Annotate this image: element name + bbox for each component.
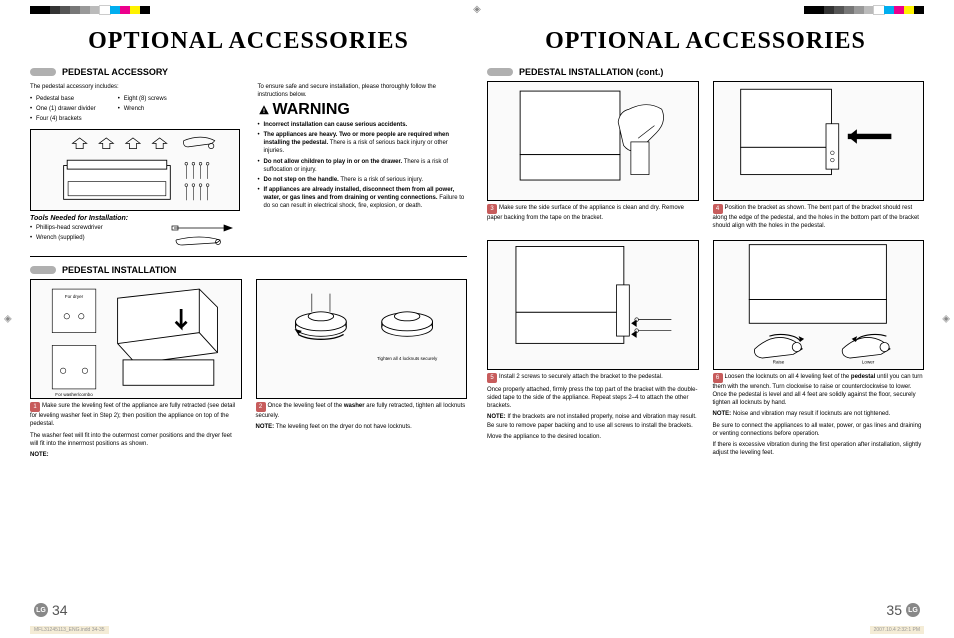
section-title-install-cont: PEDESTAL INSTALLATION (cont.) [519, 67, 663, 77]
page-title-left: OPTIONAL ACCESSORIES [30, 28, 467, 55]
step4-caption: 4Position the bracket as shown. The bent… [713, 204, 925, 230]
step1-body: The washer feet will fit into the outerm… [30, 432, 242, 448]
print-footer: MFL31245113_ENG.indd 34-35 2007.10.4 2:3… [30, 626, 924, 634]
page-right: OPTIONAL ACCESSORIES PEDESTAL INSTALLATI… [487, 22, 924, 618]
step5-note: NOTE: If the brackets are not installed … [487, 413, 699, 429]
svg-text:Raise: Raise [772, 360, 784, 365]
warning-list: Incorrect installation can cause serious… [258, 121, 468, 210]
divider [30, 256, 467, 257]
section-pill-icon [487, 68, 513, 76]
illus-tools-icon [170, 222, 240, 248]
step6-c: If there is excessive vibration during t… [713, 441, 925, 457]
tools-label: Tools Needed for Installation: [30, 215, 240, 222]
step6-caption: 6Loosen the locknuts on all 4 leveling f… [713, 373, 925, 407]
step3-caption: 3Make sure the side surface of the appli… [487, 204, 699, 222]
step5-body: Once properly attached, firmly press the… [487, 386, 699, 410]
section-title-accessory: PEDESTAL ACCESSORY [62, 67, 168, 77]
step2-caption: 2Once the leveling feet of the washer ar… [256, 402, 468, 420]
step5-c: Move the appliance to the desired locati… [487, 433, 699, 441]
illus-step6: Raise Lower [713, 240, 925, 370]
section-title-install: PEDESTAL INSTALLATION [62, 265, 176, 275]
section-head-accessory: PEDESTAL ACCESSORY [30, 67, 467, 77]
safe-intro: To ensure safe and secure installation, … [258, 83, 468, 99]
step6-note: NOTE: Noise and vibration may result if … [713, 410, 925, 418]
accessory-list-right: Eight (8) screws Wrench [118, 93, 167, 125]
reg-mark-right: ◈ [942, 314, 950, 325]
tools-list: Phillips-head screwdriver Wrench (suppli… [30, 222, 162, 244]
page-title-right: OPTIONAL ACCESSORIES [487, 28, 924, 55]
illus-step1: For dryer For washer/combo [30, 279, 242, 399]
svg-text:Lower: Lower [861, 360, 874, 365]
step6-b: Be sure to connect the appliances to all… [713, 422, 925, 438]
svg-text:For washer/combo: For washer/combo [55, 393, 93, 398]
warning-triangle-icon: ! [258, 104, 270, 116]
illus-step3 [487, 81, 699, 201]
illus-step4 [713, 81, 925, 201]
page-number-right: 35 LG [886, 602, 920, 618]
lg-logo-icon: LG [34, 603, 48, 617]
illus-accessory-parts [30, 129, 240, 211]
step2-note: NOTE: The leveling feet on the dryer do … [256, 423, 468, 431]
footer-file: MFL31245113_ENG.indd 34-35 [30, 626, 109, 634]
section-pill-icon [30, 68, 56, 76]
svg-text:Tighten all 4 locknuts securel: Tighten all 4 locknuts securely [376, 356, 437, 361]
page-number-left: LG 34 [34, 602, 68, 618]
svg-text:For dryer: For dryer [65, 295, 84, 300]
registration-bar-right [804, 6, 924, 14]
accessory-intro: The pedestal accessory includes: [30, 83, 240, 91]
lg-logo-icon: LG [906, 603, 920, 617]
warning-heading: ! WARNING [258, 101, 468, 119]
reg-mark-left: ◈ [4, 314, 12, 325]
reg-mark-top: ◈ [473, 4, 481, 15]
section-head-install-cont: PEDESTAL INSTALLATION (cont.) [487, 67, 924, 77]
section-pill-icon [30, 266, 56, 274]
step5-caption: 5Install 2 screws to securely attach the… [487, 373, 699, 383]
illus-step5 [487, 240, 699, 370]
registration-bar-left [30, 6, 150, 14]
section-head-install: PEDESTAL INSTALLATION [30, 265, 467, 275]
illus-step2: Tighten all 4 locknuts securely [256, 279, 468, 399]
footer-date: 2007.10.4 2:32:1 PM [870, 626, 924, 634]
step1-note: NOTE: [30, 451, 242, 459]
svg-text:!: ! [262, 108, 264, 115]
page-left: OPTIONAL ACCESSORIES PEDESTAL ACCESSORY … [30, 22, 467, 618]
step1-caption: 1Make sure the leveling feet of the appl… [30, 402, 242, 428]
accessory-list-left: Pedestal base One (1) drawer divider Fou… [30, 93, 96, 125]
